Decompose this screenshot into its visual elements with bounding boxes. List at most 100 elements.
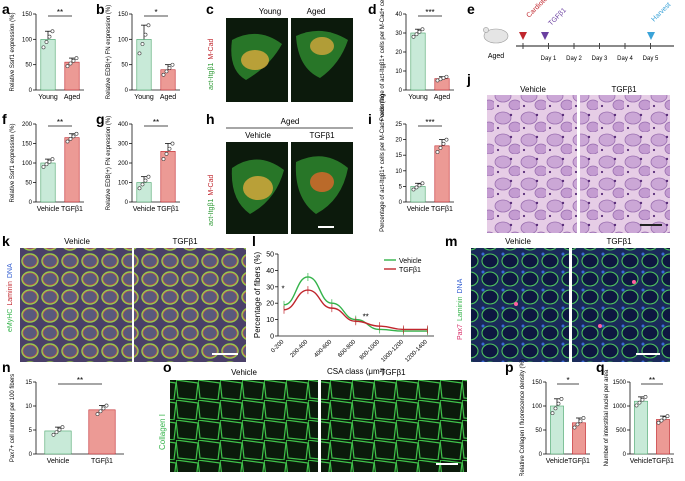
data-point [420, 27, 425, 32]
data-point [170, 141, 175, 146]
y-tick-label: 40 [395, 12, 402, 18]
data-point [161, 72, 166, 77]
data-point [656, 420, 661, 425]
data-point [71, 58, 76, 63]
data-point [68, 137, 73, 141]
y-axis-label: Relative EDB(+) FN expression (%) [106, 116, 112, 211]
bar [410, 32, 426, 91]
panel-letter-o: o [163, 359, 172, 375]
o-stain: Collagen I [158, 414, 167, 450]
panel-letter-m: m [445, 233, 457, 249]
label-o-tgfb1: TGFβ1 [380, 368, 406, 377]
data-point [74, 56, 79, 61]
data-point [575, 422, 580, 427]
data-point [74, 131, 79, 136]
label-o-vehicle: Vehicle [231, 368, 257, 377]
bar [634, 400, 648, 455]
data-point [140, 42, 145, 46]
micrograph-h: Aged Vehicle TGFβ1 act-Itgβ1M-Cad [208, 117, 353, 234]
y-tick-label: 150 [22, 142, 33, 148]
panel-letter-k: k [2, 233, 10, 249]
x-tick-label: Aged [64, 94, 80, 101]
y-tick-label: 40 [266, 268, 274, 275]
y-tick-label: 5 [29, 428, 33, 434]
x-tick-label: 600-800 [337, 339, 357, 359]
data-point [417, 183, 422, 188]
label-m-vehicle: Vehicle [505, 237, 531, 246]
x-tick-label: TGFβ1 [652, 458, 674, 465]
panel-letter-l: l [252, 233, 256, 249]
y-tick-label: 0 [399, 200, 403, 206]
micrograph-o: Vehicle TGFβ1 Collagen I [158, 368, 467, 472]
label-h-vehicle: Vehicle [245, 131, 271, 140]
y-tick-label: 200 [22, 122, 33, 128]
data-point [411, 34, 416, 39]
y-tick-label: 30 [395, 31, 402, 37]
m-vehicle [471, 248, 569, 362]
y-tick-label: 50 [266, 252, 274, 259]
y-tick-label: 0 [29, 452, 33, 458]
y-tick-label: 0 [125, 200, 129, 206]
label-young: Young [259, 7, 281, 16]
timeline-day-label: Day 5 [643, 56, 659, 62]
data-point [95, 412, 100, 417]
y-tick-label: 300 [118, 142, 129, 148]
data-point [68, 61, 73, 66]
event-cardiotoxin: Cardiotoxin [525, 0, 555, 19]
timeline-day-label: Day 3 [592, 56, 608, 62]
chart-b: 0 50 100 150 Relative EDB(+) FN expression (… [106, 5, 180, 101]
y-tick-label: 100 [22, 161, 33, 167]
data-point [101, 406, 106, 411]
bar [64, 137, 80, 203]
sig-label: * [154, 8, 157, 17]
legend-label: TGFβ1 [399, 267, 421, 274]
y-axis-label: Percentage of act-Itgβ1+ cells per M-Cad… [380, 0, 386, 121]
data-point [167, 66, 172, 70]
data-point [435, 150, 440, 154]
y-tick-label: 0 [399, 88, 403, 94]
y-tick-label: 150 [22, 12, 33, 18]
data-point [65, 139, 70, 144]
data-point [581, 416, 586, 420]
data-point [41, 45, 46, 50]
h-stain: act-Itgβ1M-Cad [208, 175, 215, 226]
timeline-day-label: Day 1 [541, 56, 557, 62]
y-tick-label: 150 [118, 12, 129, 18]
data-point [553, 406, 558, 411]
panel-letter-d: d [368, 1, 377, 17]
chart-g: 0 100 200 300 400 Relative EDB(+) FN expressi… [106, 116, 180, 213]
data-point [578, 419, 583, 424]
m-tgfb1 [572, 248, 670, 362]
y-tick-label: 0 [623, 452, 627, 458]
x-tick-label: Aged [160, 94, 176, 101]
data-point [47, 34, 52, 39]
data-point [640, 397, 645, 402]
data-point [146, 23, 151, 28]
label-m-tgfb1: TGFβ1 [606, 237, 632, 246]
annotation: ** [363, 313, 369, 322]
data-point [51, 432, 56, 437]
x-tick-label: Vehicle [407, 206, 430, 213]
y-tick-label: 50 [535, 428, 542, 434]
x-tick-label: TGFβ1 [431, 206, 453, 213]
y-tick-label: 0 [125, 88, 129, 94]
data-point [57, 427, 62, 432]
data-point [170, 62, 175, 67]
data-point [444, 74, 449, 79]
harvest-arrow-icon [647, 32, 655, 40]
data-point [417, 29, 422, 34]
sig-label: * [566, 376, 569, 385]
m-stain: Pax7LamininDNA [457, 278, 464, 340]
x-tick-label: TGFβ1 [91, 458, 113, 465]
panel-letter-p: p [505, 359, 514, 375]
x-tick-label: Vehicle [546, 458, 569, 465]
data-point [559, 396, 564, 401]
data-point [420, 181, 425, 186]
panel-letter-q: q [596, 359, 605, 375]
y-tick-label: 10 [266, 317, 274, 324]
data-point [137, 51, 142, 56]
y-tick-label: 1000 [613, 404, 627, 410]
data-point [164, 151, 169, 156]
micrograph-j: Vehicle TGFβ1 [487, 85, 670, 233]
